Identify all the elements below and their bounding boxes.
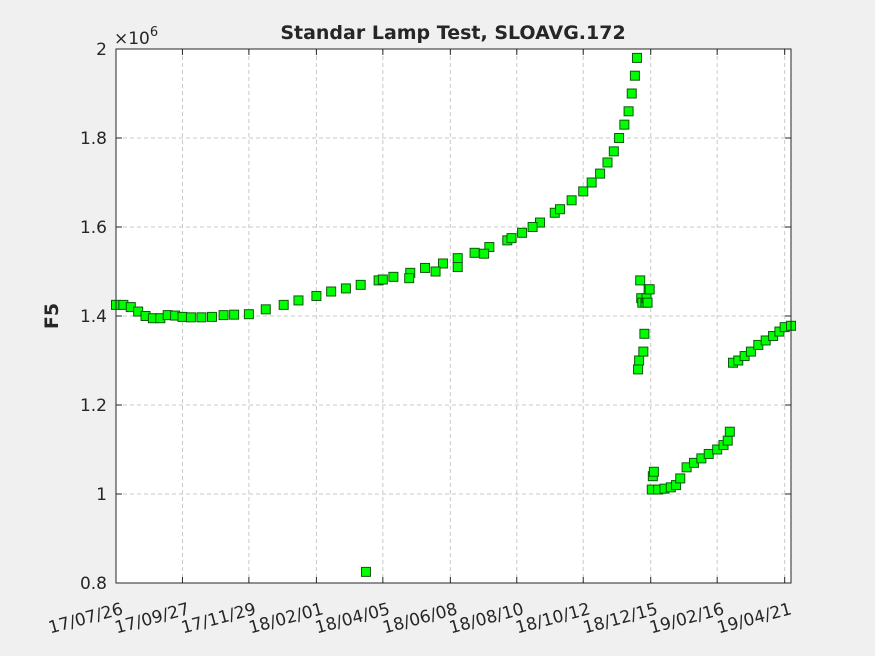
data-point bbox=[566, 195, 577, 206]
data-point bbox=[437, 258, 448, 269]
data-point bbox=[619, 119, 630, 130]
data-point bbox=[377, 274, 388, 285]
data-point bbox=[469, 247, 480, 258]
data-point bbox=[608, 146, 619, 157]
data-point bbox=[703, 448, 714, 459]
y-tick-label: 1.8 bbox=[80, 129, 107, 149]
data-point bbox=[632, 52, 643, 63]
data-point bbox=[326, 286, 337, 297]
data-point bbox=[185, 312, 196, 323]
data-point bbox=[517, 227, 528, 238]
data-point bbox=[635, 275, 646, 286]
y-exponent-base: ×10 bbox=[114, 29, 150, 49]
data-point bbox=[642, 297, 653, 308]
data-point bbox=[360, 566, 371, 577]
data-point bbox=[675, 473, 686, 484]
chart-title: Standar Lamp Test, SLOAVG.172 bbox=[280, 22, 625, 44]
data-point bbox=[506, 233, 517, 244]
data-point bbox=[479, 248, 490, 259]
data-point bbox=[355, 279, 366, 290]
data-point bbox=[602, 157, 613, 168]
data-point bbox=[638, 346, 649, 357]
data-point bbox=[388, 271, 399, 282]
y-exponent-power: 6 bbox=[150, 25, 158, 40]
data-point bbox=[626, 88, 637, 99]
data-point bbox=[629, 70, 640, 81]
data-point bbox=[243, 309, 254, 320]
data-point bbox=[452, 262, 463, 273]
data-point bbox=[639, 328, 650, 339]
data-point bbox=[644, 284, 655, 295]
data-point bbox=[633, 364, 644, 375]
data-point bbox=[722, 435, 733, 446]
data-point bbox=[452, 253, 463, 264]
data-point bbox=[278, 299, 289, 310]
y-tick-label: 0.8 bbox=[80, 574, 107, 594]
y-tick-label: 1 bbox=[96, 485, 107, 505]
y-axis-label: F5 bbox=[41, 303, 63, 329]
data-point bbox=[614, 133, 625, 143]
data-point bbox=[724, 426, 735, 437]
data-point bbox=[484, 242, 495, 253]
y-tick-label: 1.2 bbox=[80, 396, 107, 416]
data-point bbox=[311, 290, 322, 301]
y-tick-label: 1.4 bbox=[80, 307, 107, 327]
y-tick-label: 2 bbox=[96, 40, 107, 60]
x-tick-label: 19/04/21 bbox=[715, 599, 794, 638]
data-point bbox=[634, 355, 645, 366]
data-point bbox=[527, 222, 538, 232]
data-point bbox=[218, 310, 229, 321]
data-point bbox=[420, 262, 431, 273]
y-exponent-label: ×106 bbox=[114, 25, 158, 49]
data-point bbox=[196, 312, 207, 323]
data-point bbox=[648, 466, 659, 477]
data-point bbox=[229, 309, 240, 320]
data-point bbox=[340, 283, 351, 294]
data-point bbox=[586, 177, 597, 188]
data-point bbox=[177, 311, 188, 322]
data-point bbox=[595, 168, 606, 179]
data-point bbox=[745, 346, 756, 357]
data-point bbox=[404, 273, 415, 284]
data-point bbox=[293, 295, 304, 306]
data-point bbox=[555, 204, 566, 215]
y-tick-label: 1.6 bbox=[80, 218, 107, 238]
data-point bbox=[430, 266, 441, 277]
data-point bbox=[260, 304, 271, 315]
data-point bbox=[623, 106, 634, 117]
data-point bbox=[578, 186, 589, 197]
data-point bbox=[206, 311, 217, 322]
